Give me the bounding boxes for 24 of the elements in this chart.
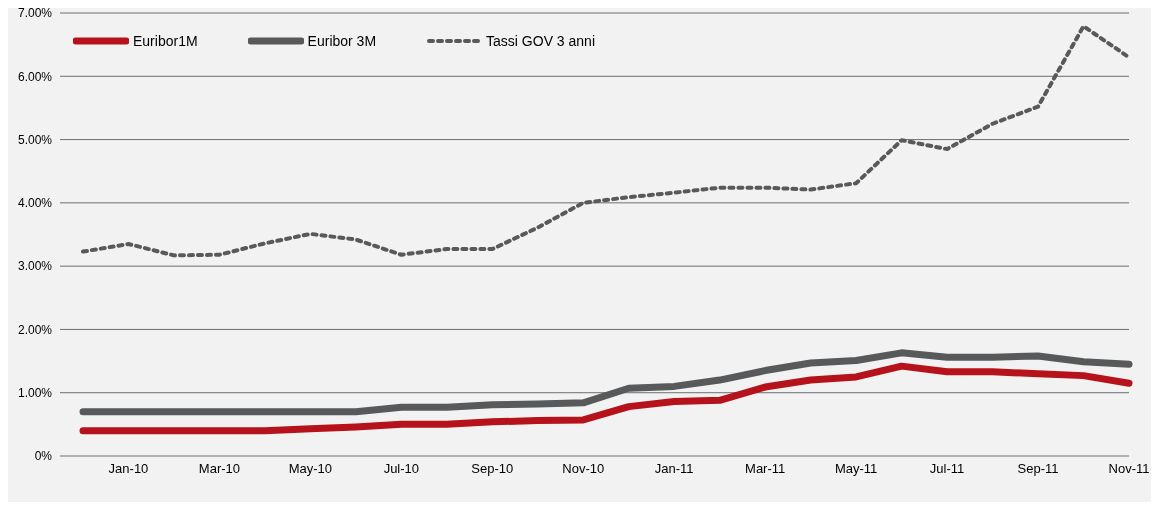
- x-tick-label: Mar-11: [745, 461, 786, 477]
- y-tick-label: 6.00%: [17, 69, 53, 84]
- legend-label: Tassi GOV 3 anni: [486, 33, 595, 49]
- y-tick-label: 7.00%: [17, 6, 53, 21]
- x-tick-label: Jul-10: [383, 461, 420, 477]
- legend-label: Euribor 3M: [307, 33, 377, 49]
- x-tick-label: May-10: [288, 461, 333, 477]
- y-tick-label: 5.00%: [17, 132, 53, 147]
- x-tick-label: Jul-11: [929, 461, 965, 477]
- x-tick-label: Jan-11: [654, 461, 694, 477]
- x-tick-label: May-11: [834, 461, 878, 477]
- x-tick-label: Sep-11: [1017, 461, 1059, 477]
- x-tick-label: Jan-10: [108, 461, 149, 477]
- x-tick-label: Nov-11: [1108, 461, 1150, 477]
- x-tick-label: Nov-10: [562, 461, 605, 477]
- y-tick-label: 3.00%: [17, 259, 53, 274]
- line-series: [81, 24, 1131, 258]
- x-tick-label: Mar-10: [198, 461, 241, 477]
- legend-label: Euribor1M: [133, 33, 198, 49]
- y-tick-label: 0%: [34, 449, 53, 464]
- y-tick-label: 2.00%: [17, 322, 53, 337]
- y-tick-label: 4.00%: [17, 196, 53, 211]
- y-tick-label: 1.00%: [17, 385, 53, 400]
- x-tick-label: Sep-10: [471, 461, 514, 477]
